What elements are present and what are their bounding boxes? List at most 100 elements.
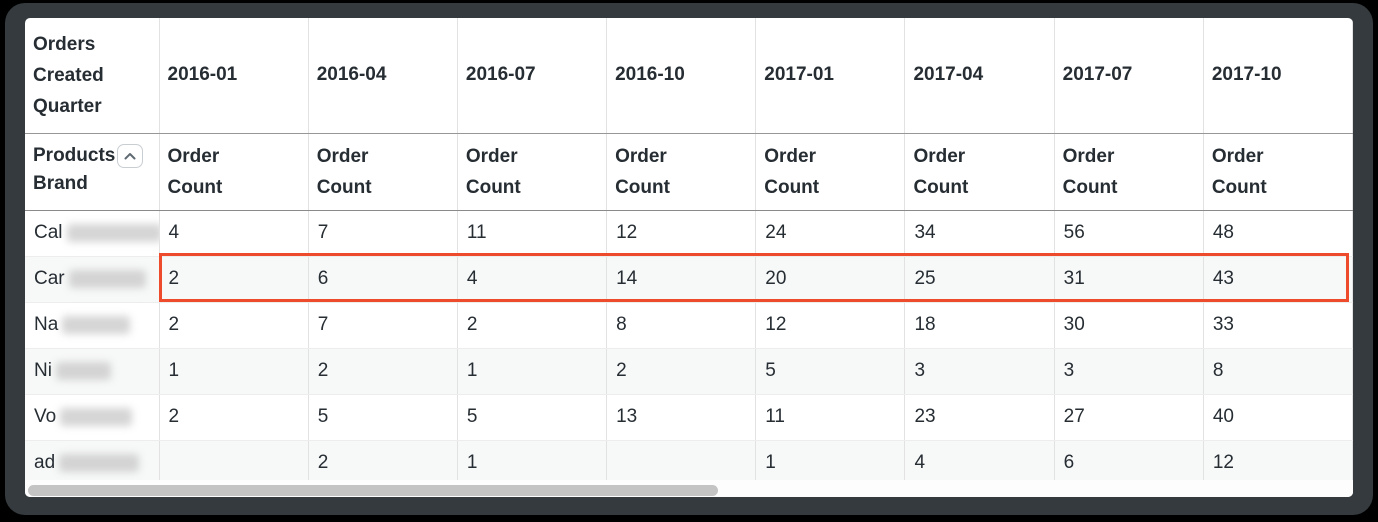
corner-header-line: Orders [33,33,96,55]
order-count-cell[interactable]: 23 [904,394,1055,441]
order-count-header[interactable]: Order Count [307,133,458,211]
order-count-value: 2 [168,268,180,289]
table-row: Ni 1 2 1 2 5 3 3 8 [25,348,1353,395]
order-count-cell[interactable]: 2 [606,348,756,395]
order-count-cell[interactable]: 13 [606,394,756,441]
order-count-value: 43 [1212,268,1234,289]
brand-cell[interactable]: Car [25,256,159,303]
order-count-value: 18 [914,314,936,335]
order-count-cell[interactable]: 5 [456,394,607,441]
order-count-cell[interactable]: 2 [456,302,607,349]
measure-label-line1: Order [913,145,966,167]
order-count-cell[interactable]: 24 [755,210,905,257]
order-count-value: 2 [168,406,180,427]
order-count-value: 48 [1212,222,1234,243]
corner-header-orders-created-quarter[interactable]: Orders Created Quarter [25,18,159,134]
order-count-cell[interactable]: 3 [904,348,1055,395]
order-count-cell[interactable]: 11 [755,394,905,441]
order-count-cell[interactable]: 2 [307,348,458,395]
order-count-cell[interactable]: 2 [158,302,309,349]
order-count-cell[interactable]: 31 [1053,256,1204,303]
order-count-cell[interactable]: 33 [1202,302,1353,349]
order-count-cell[interactable]: 1 [456,440,607,487]
order-count-cell[interactable]: 1 [755,440,905,487]
order-count-header[interactable]: Order Count [158,133,309,211]
order-count-cell[interactable]: 11 [456,210,607,257]
order-count-cell[interactable]: 4 [456,256,607,303]
order-count-cell[interactable]: 5 [755,348,905,395]
brand-cell[interactable]: Cal [25,210,159,257]
order-count-cell[interactable]: 27 [1053,394,1204,441]
order-count-cell[interactable]: 6 [307,256,458,303]
quarter-column-header[interactable]: 2016-10 [606,18,756,134]
quarter-column-header[interactable]: 2017-07 [1053,18,1204,134]
order-count-cell[interactable]: 7 [307,210,458,257]
order-count-cell[interactable]: 20 [755,256,905,303]
quarter-label: 2017-10 [1211,64,1282,86]
brand-cell[interactable]: Vo [25,394,159,441]
sort-button[interactable] [117,144,144,168]
order-count-cell[interactable]: 12 [755,302,905,349]
order-count-cell[interactable]: 2 [158,256,309,303]
order-count-value: 23 [914,406,936,427]
order-count-value: 14 [616,268,638,289]
order-count-cell[interactable]: 5 [307,394,458,441]
brand-cell[interactable]: Na [25,302,159,349]
quarter-label: 2016-07 [465,64,536,86]
order-count-cell[interactable]: 1 [158,348,309,395]
order-count-cell[interactable]: 34 [904,210,1055,257]
quarter-column-header[interactable]: 2017-10 [1202,18,1353,134]
scrollbar-thumb[interactable] [28,485,718,496]
order-count-cell[interactable]: 48 [1202,210,1353,257]
order-count-header[interactable]: Order Count [1053,133,1204,211]
order-count-cell[interactable]: 1 [456,348,607,395]
order-count-cell[interactable]: 43 [1202,256,1353,303]
brand-cell[interactable]: ad [25,440,159,487]
quarter-header-row: Orders Created Quarter 2016-01 2016-04 2016-0… [25,18,1353,134]
order-count-cell[interactable]: 3 [1053,348,1204,395]
order-count-header[interactable]: Order Count [456,133,607,211]
order-count-header[interactable]: Order Count [904,133,1055,211]
order-count-cell[interactable]: 56 [1053,210,1204,257]
brand-cell[interactable]: Ni [25,348,159,395]
quarter-label: 2017-04 [913,64,984,86]
order-count-cell[interactable]: 7 [307,302,458,349]
measure-label-line2: Count [764,176,820,198]
brand-name: ad [34,452,56,473]
measure-label-line2: Count [1062,176,1118,198]
measure-label-line2: Count [615,176,670,198]
order-count-value: 11 [466,222,487,243]
order-count-value: 12 [765,314,787,335]
order-count-header[interactable]: Order Count [1202,133,1353,211]
measure-label-line1: Order [1211,145,1264,167]
order-count-value: 2 [168,314,180,335]
order-count-cell[interactable]: 8 [606,302,756,349]
order-count-cell[interactable]: 30 [1053,302,1204,349]
horizontal-scrollbar[interactable] [25,480,1353,497]
order-count-value: 7 [317,222,329,243]
brand-name: Vo [34,406,57,427]
order-count-value: 20 [765,268,787,289]
order-count-cell[interactable]: 8 [1202,348,1353,395]
chevron-up-icon [124,153,136,160]
order-count-cell[interactable]: 40 [1202,394,1353,441]
order-count-header[interactable]: Order Count [755,133,905,211]
order-count-cell[interactable]: 18 [904,302,1055,349]
order-count-header[interactable]: Order Count [606,133,756,211]
quarter-label: 2016-01 [167,64,238,86]
order-count-cell[interactable]: 12 [606,210,756,257]
products-brand-header[interactable]: Products Brand [25,133,159,211]
order-count-value: 2 [616,360,627,381]
quarter-column-header[interactable]: 2017-04 [904,18,1055,134]
quarter-column-header[interactable]: 2017-01 [755,18,905,134]
quarter-column-header[interactable]: 2016-07 [456,18,607,134]
order-count-cell[interactable]: 2 [158,394,309,441]
quarter-column-header[interactable]: 2016-04 [307,18,458,134]
order-count-cell[interactable]: 4 [158,210,309,257]
table-body: Cal 4 7 11 12 24 34 56 48 Car 2 6 4 14 20 25 31 43 Na 2 7 2 8 1… [25,210,1353,487]
order-count-cell[interactable]: 14 [606,256,756,303]
quarter-column-header[interactable]: 2016-01 [158,18,309,134]
table-header: Orders Created Quarter 2016-01 2016-04 2016-0… [25,18,1353,211]
order-count-cell[interactable]: 6 [1053,440,1204,487]
order-count-cell[interactable]: 25 [904,256,1055,303]
